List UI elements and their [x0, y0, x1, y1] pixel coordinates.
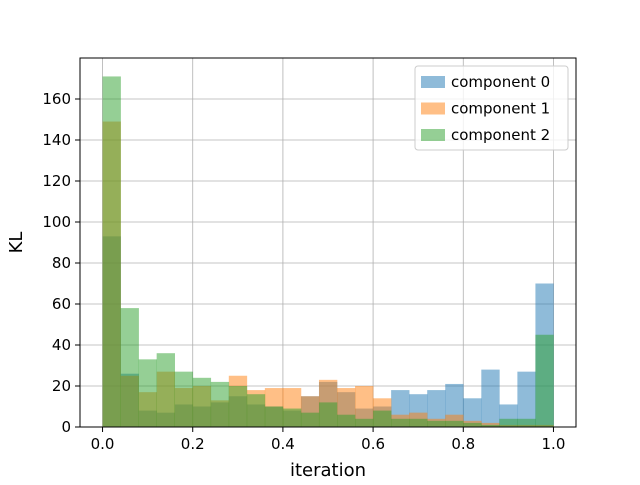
- bar-series-2-bin-24: [535, 334, 554, 427]
- y-tick-label: 120: [42, 172, 71, 190]
- bar-series-2-bin-19: [445, 420, 464, 427]
- y-axis-ticks: 0 20 40 60 80 100 120 140 160: [42, 90, 80, 436]
- x-tick-label: 1.0: [542, 435, 566, 453]
- legend-swatch-2: [421, 129, 445, 141]
- legend-label-2: component 2: [451, 126, 550, 144]
- bar-series-2-bin-7: [228, 386, 248, 427]
- x-tick-label: 0.8: [451, 435, 475, 453]
- bar-series-1-bin-14: [355, 386, 374, 427]
- y-tick-label: 0: [61, 418, 71, 436]
- legend: component 0 component 1 component 2: [414, 65, 569, 151]
- bar-series-2-bin-8: [246, 394, 266, 427]
- bar-series-2-bin-9: [264, 406, 284, 427]
- y-tick-label: 80: [52, 254, 71, 272]
- x-axis-ticks: 0.0 0.2 0.4 0.6 0.8 1.0: [91, 427, 566, 453]
- bar-series-2-bin-3: [156, 353, 175, 427]
- x-tick-label: 0.2: [181, 435, 205, 453]
- bar-series-2-bin-12: [318, 402, 338, 427]
- bar-series-2-bin-18: [427, 420, 446, 427]
- bar-series-0-bin-21: [481, 369, 500, 427]
- bar-series-2-bin-1: [120, 308, 139, 427]
- bar-series-0-bin-20: [463, 398, 482, 427]
- bar-series-2-bin-15: [373, 410, 392, 427]
- bar-series-2-bin-2: [138, 359, 157, 427]
- x-tick-label: 0.0: [91, 435, 115, 453]
- histogram-bars: [102, 76, 554, 428]
- legend-swatch-1: [421, 102, 445, 115]
- bar-series-0-bin-23: [517, 371, 536, 427]
- bar-series-2-bin-17: [409, 418, 428, 427]
- y-tick-label: 100: [42, 213, 71, 231]
- bar-series-2-bin-11: [300, 412, 320, 427]
- bar-series-0-bin-18: [427, 390, 446, 427]
- y-tick-label: 60: [52, 295, 71, 313]
- bar-series-2-bin-21: [481, 424, 500, 427]
- bar-series-2-bin-13: [337, 414, 356, 427]
- bar-series-2-bin-23: [517, 418, 536, 427]
- y-tick-label: 40: [52, 336, 71, 354]
- bar-series-2-bin-4: [174, 371, 194, 427]
- bar-series-2-bin-22: [499, 418, 518, 427]
- bar-series-2-bin-10: [282, 408, 302, 427]
- legend-box: [414, 65, 569, 151]
- plot-frame: [79, 57, 577, 428]
- y-tick-label: 140: [42, 131, 71, 149]
- bar-series-2-bin-20: [463, 422, 482, 427]
- legend-swatch-0: [421, 76, 445, 88]
- legend-label-0: component 0: [451, 73, 550, 91]
- bar-series-2-bin-16: [391, 418, 410, 427]
- x-tick-label: 0.6: [361, 435, 385, 453]
- y-tick-label: 160: [42, 90, 71, 108]
- bar-series-2-bin-5: [192, 377, 212, 427]
- y-axis-label: KL: [6, 232, 27, 254]
- x-axis-label: iteration: [290, 460, 366, 480]
- x-tick-label: 0.4: [271, 435, 295, 453]
- bar-series-2-bin-14: [355, 418, 374, 427]
- legend-items: component 0 component 1 component 2: [421, 73, 550, 144]
- y-tick-label: 20: [52, 377, 71, 395]
- legend-label-1: component 1: [451, 100, 550, 118]
- bar-series-2-bin-6: [210, 381, 230, 427]
- bar-series-2-bin-0: [102, 76, 121, 427]
- series-2-bars: [102, 76, 554, 427]
